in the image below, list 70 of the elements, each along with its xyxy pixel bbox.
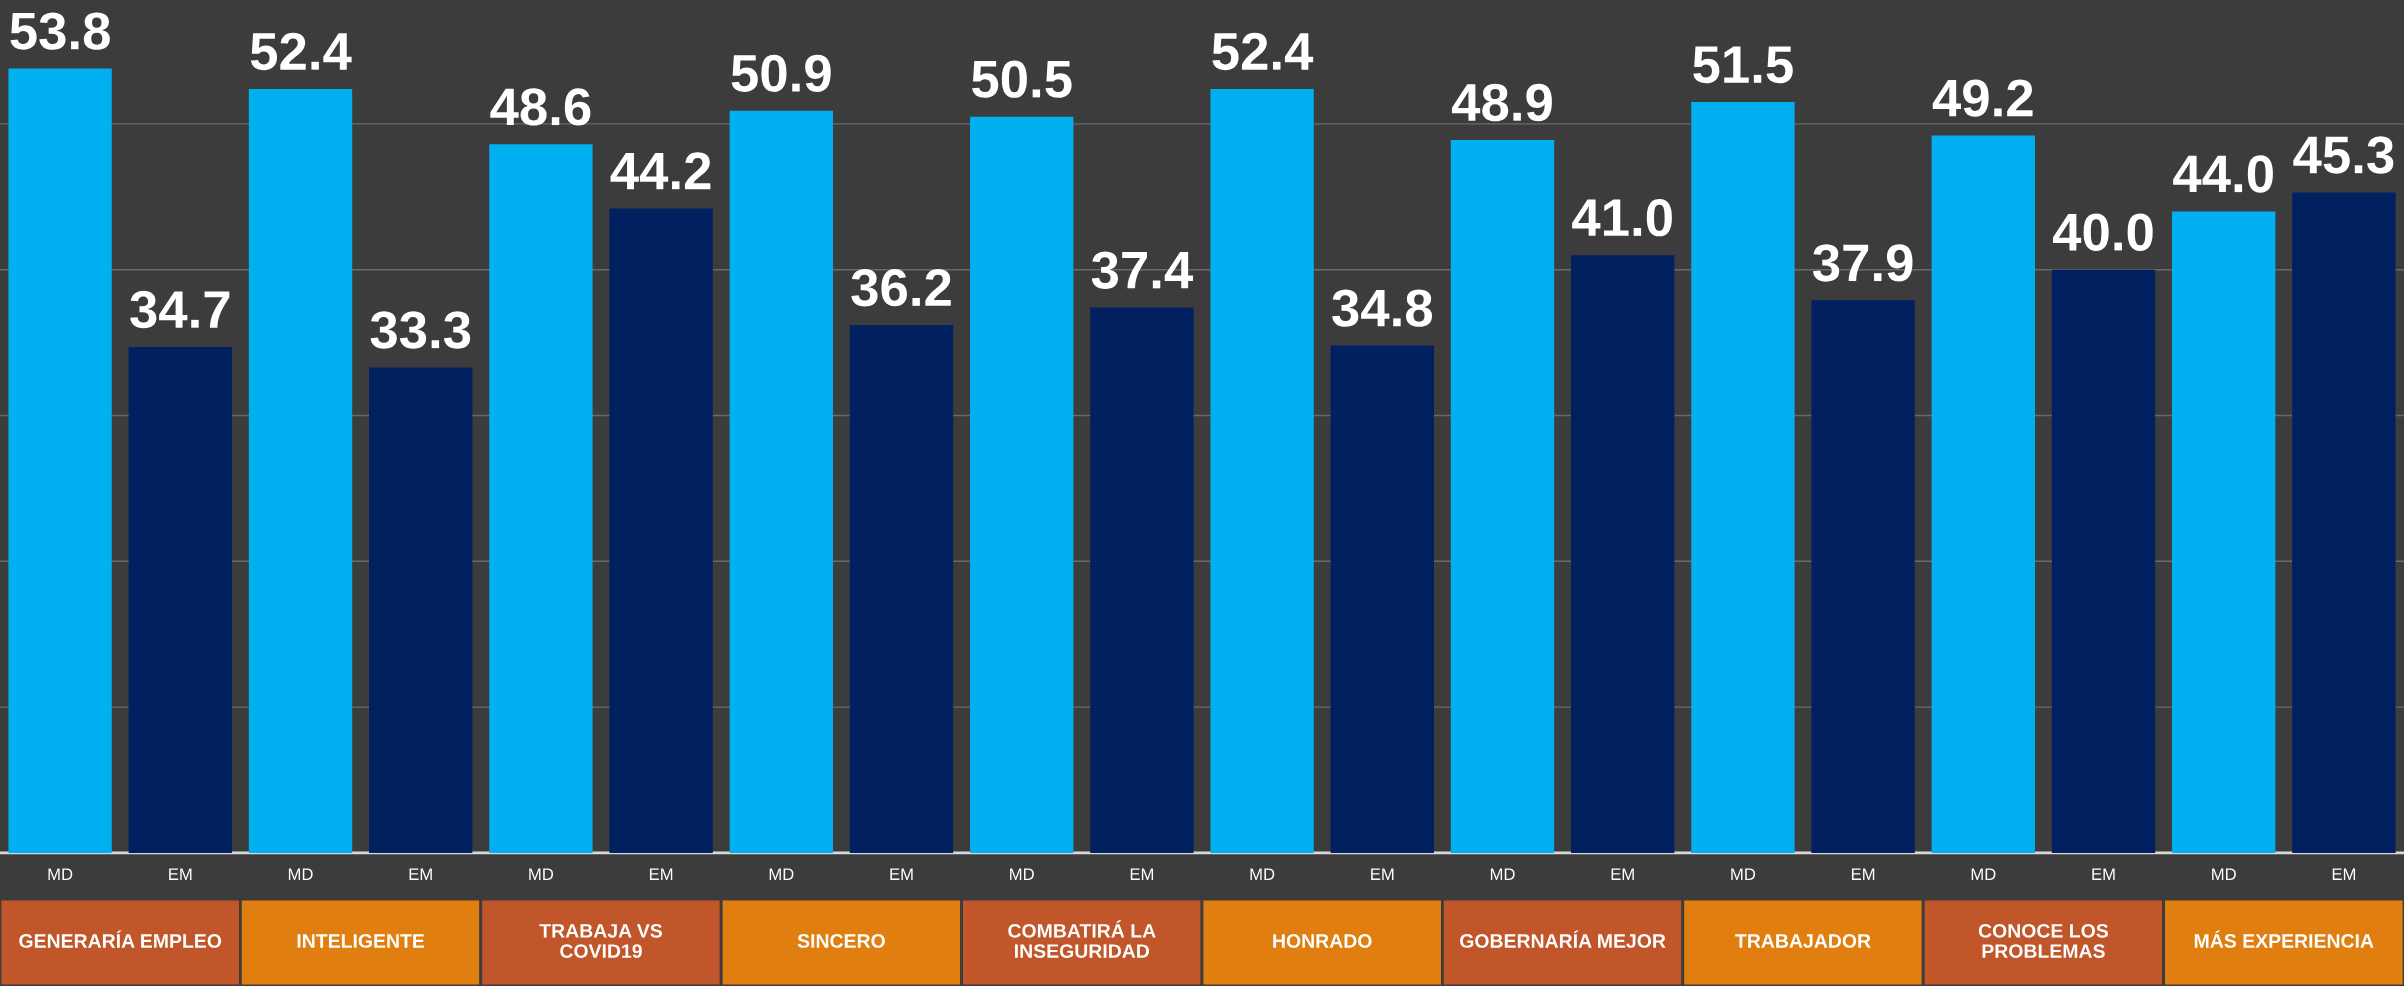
data-label: 53.8: [10, 12, 110, 50]
x-tick-label: INTELIGENTE: [297, 934, 425, 948]
bar: [2172, 211, 2276, 853]
x-tick-label: MÁS EXPERIENCIA: [2194, 930, 2374, 948]
text: EM: [409, 868, 432, 880]
data-label: 33.3: [370, 311, 471, 349]
text: MD: [1971, 868, 1996, 880]
data-label: 41.0: [1572, 199, 1672, 237]
text: EM: [649, 868, 673, 880]
text: MD: [1490, 868, 1515, 880]
bar: [609, 208, 713, 853]
data-label: 44.2: [610, 152, 711, 190]
data-label: 48.6: [490, 88, 591, 126]
bar: [849, 325, 954, 853]
data-label: 37.4: [1091, 251, 1193, 289]
text: MD: [288, 868, 313, 880]
data-label: 36.2: [851, 268, 951, 307]
x-tick-label: GOBERNARÍA MEJOR: [1460, 930, 1666, 948]
x-tick-label: GENERARÍA EMPLEO: [19, 930, 222, 948]
bar: [1811, 300, 1915, 853]
text: MD: [1250, 868, 1275, 880]
x-tick-label: TRABAJADOR: [1735, 934, 1871, 948]
bar: [1931, 135, 2035, 853]
text: MD: [529, 868, 554, 880]
x-tick-label: SINCERO: [797, 934, 885, 948]
bar: [1090, 307, 1194, 853]
series-label: EM: [169, 868, 192, 880]
text: MD: [1731, 868, 1756, 880]
bar: [489, 144, 593, 853]
text: EM: [2332, 868, 2356, 880]
text: EM: [1851, 868, 1875, 880]
text: EM: [1611, 868, 1634, 880]
bar: [369, 367, 473, 853]
data-label: 48.9: [1451, 83, 1552, 122]
text: MD: [769, 868, 794, 880]
bar: [1210, 88, 1314, 853]
data-label: 45.3: [2293, 136, 2394, 174]
x-tick-label: HONRADO: [1273, 934, 1372, 948]
bar: [970, 116, 1074, 853]
bar: [1450, 139, 1555, 853]
bar: [2292, 192, 2396, 853]
data-label: 50.9: [731, 54, 831, 93]
x-tick-label: TRABAJA VS COVID19: [539, 923, 662, 958]
data-label: 51.5: [1693, 46, 1793, 84]
bar: [128, 346, 232, 853]
data-label: 44.0: [2173, 155, 2273, 193]
data-label: 52.4: [1212, 32, 1314, 71]
data-label: 40.0: [2052, 213, 2153, 251]
x-tick-label: COMBATIRÁ LA INSEGURIDAD: [1008, 920, 1156, 958]
bar: [1330, 345, 1434, 853]
data-label: 34.7: [130, 290, 230, 329]
bar: [1691, 102, 1795, 853]
data-label: 52.4: [250, 32, 352, 71]
text: EM: [1130, 868, 1154, 880]
text: EM: [890, 868, 913, 880]
x-tick-label: CONOCE LOS PROBLEMAS: [1978, 923, 2108, 958]
bar: [248, 88, 353, 853]
text: MD: [2212, 868, 2236, 880]
data-label: 37.9: [1812, 244, 1913, 282]
bar: [1571, 255, 1675, 853]
text: MD: [1010, 868, 1034, 880]
series-label: MD: [48, 868, 73, 880]
text: EM: [1371, 868, 1394, 880]
bar: [8, 68, 112, 853]
bar: [2051, 269, 2156, 853]
text: EM: [2092, 868, 2115, 880]
bar: [729, 110, 833, 853]
data-label: 50.5: [971, 60, 1072, 98]
data-label: 34.8: [1332, 289, 1433, 327]
data-label: 49.2: [1932, 79, 2033, 117]
